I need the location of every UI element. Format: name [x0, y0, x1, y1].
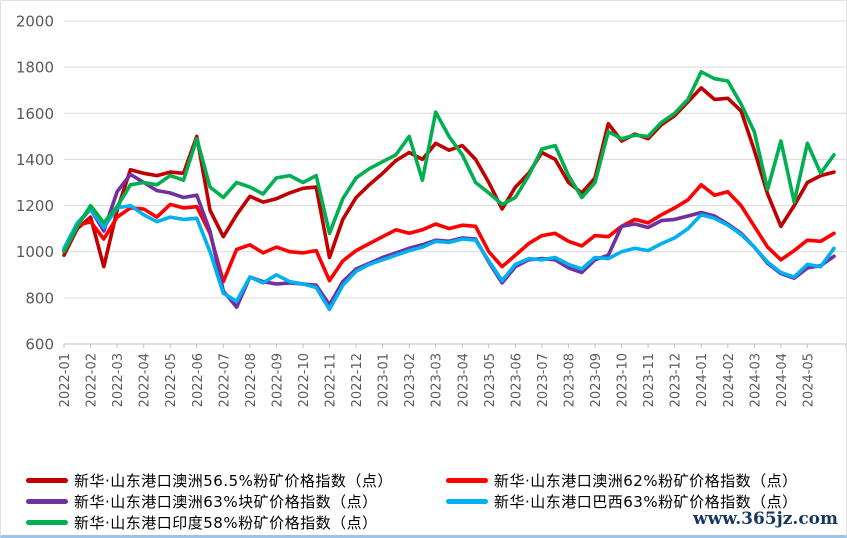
- legend-item-4: 新华·山东港口印度58%粉矿价格指数（点）: [26, 512, 378, 533]
- x-axis-tick-label: 2023-03: [430, 353, 445, 407]
- legend-label: 新华·山东港口巴西63%粉矿价格指数（点）: [494, 493, 798, 511]
- legend-line-swatch: [26, 499, 68, 504]
- legend-label: 新华·山东港口澳洲63%块矿价格指数（点）: [74, 493, 378, 511]
- x-axis-tick-label: 2022-10: [297, 353, 312, 407]
- y-axis-tick-label: 800: [25, 289, 54, 307]
- x-axis-tick-label: 2023-05: [483, 353, 498, 407]
- legend-label: 新华·山东港口印度58%粉矿价格指数（点）: [74, 514, 378, 532]
- y-axis-tick-label: 1200: [16, 197, 54, 215]
- series-line-1: [62, 183, 836, 284]
- x-axis-tick-label: 2022-11: [324, 353, 339, 407]
- x-axis-tick-label: 2023-07: [536, 353, 551, 407]
- x-axis-tick-label: 2023-01: [377, 353, 392, 407]
- chart-plot-area: 600 800 1000 1200 1400 1600 1800 2000 2022-01 202…: [16, 13, 846, 407]
- legend-item-1: 新华·山东港口澳洲62%粉矿价格指数（点）: [446, 470, 798, 491]
- y-axis-tick-label: 1400: [16, 151, 54, 169]
- x-axis-tick-label: 2023-09: [589, 353, 604, 407]
- legend-label: 新华·山东港口澳洲56.5%粉矿价格指数（点）: [74, 472, 393, 490]
- x-axis-tick-label: 2024-03: [748, 353, 763, 407]
- x-axis-tick-label: 2023-11: [642, 353, 657, 407]
- y-axis-tick-label: 1600: [16, 105, 54, 123]
- x-axis-tick-label: 2023-06: [509, 353, 524, 407]
- legend-item-3: 新华·山东港口巴西63%粉矿价格指数（点）: [446, 491, 798, 512]
- y-axis-tick-label: 2000: [16, 13, 54, 31]
- x-axis-tick-label: 2022-06: [191, 353, 206, 407]
- x-axis-tick-label: 2022-12: [350, 353, 365, 407]
- x-axis-tick-label: 2022-04: [138, 353, 153, 407]
- x-axis-tick-label: 2024-05: [801, 353, 816, 407]
- x-axis-tick-label: 2023-12: [669, 353, 684, 407]
- x-axis-tick-label: 2023-04: [456, 353, 471, 407]
- y-axis-tick-label: 600: [25, 336, 54, 354]
- x-axis-tick-label: 2024-04: [775, 353, 790, 407]
- y-axis-tick-label: 1800: [16, 59, 54, 77]
- y-axis-tick-label: 1000: [16, 243, 54, 261]
- series-line-4: [62, 70, 836, 254]
- legend-item-2: 新华·山东港口澳洲63%块矿价格指数（点）: [26, 491, 378, 512]
- x-axis-tick-label: 2022-03: [111, 353, 126, 407]
- legend-line-swatch: [446, 499, 488, 504]
- watermark-url: www.365jz.com: [693, 509, 838, 529]
- x-axis-tick-label: 2022-01: [58, 353, 73, 407]
- x-axis-tick-label: 2023-02: [403, 353, 418, 407]
- x-axis-tick-label: 2023-10: [616, 353, 631, 407]
- x-axis-tick-label: 2022-05: [164, 353, 179, 407]
- series-line-3: [62, 203, 836, 312]
- x-axis-tick-label: 2024-02: [722, 353, 737, 407]
- x-axis-tick-label: 2024-01: [695, 353, 710, 407]
- x-axis-tick-label: 2022-08: [244, 353, 259, 407]
- legend-item-0: 新华·山东港口澳洲56.5%粉矿价格指数（点）: [26, 470, 393, 491]
- legend-line-swatch: [446, 478, 488, 483]
- x-axis-tick-label: 2023-08: [563, 353, 578, 407]
- legend-line-swatch: [26, 520, 68, 525]
- x-axis-tick-label: 2022-02: [85, 353, 100, 407]
- x-axis-tick-label: 2022-09: [270, 353, 285, 407]
- legend-line-swatch: [26, 478, 68, 483]
- x-axis-tick-label: 2022-07: [217, 353, 232, 407]
- legend-label: 新华·山东港口澳洲62%粉矿价格指数（点）: [494, 472, 798, 490]
